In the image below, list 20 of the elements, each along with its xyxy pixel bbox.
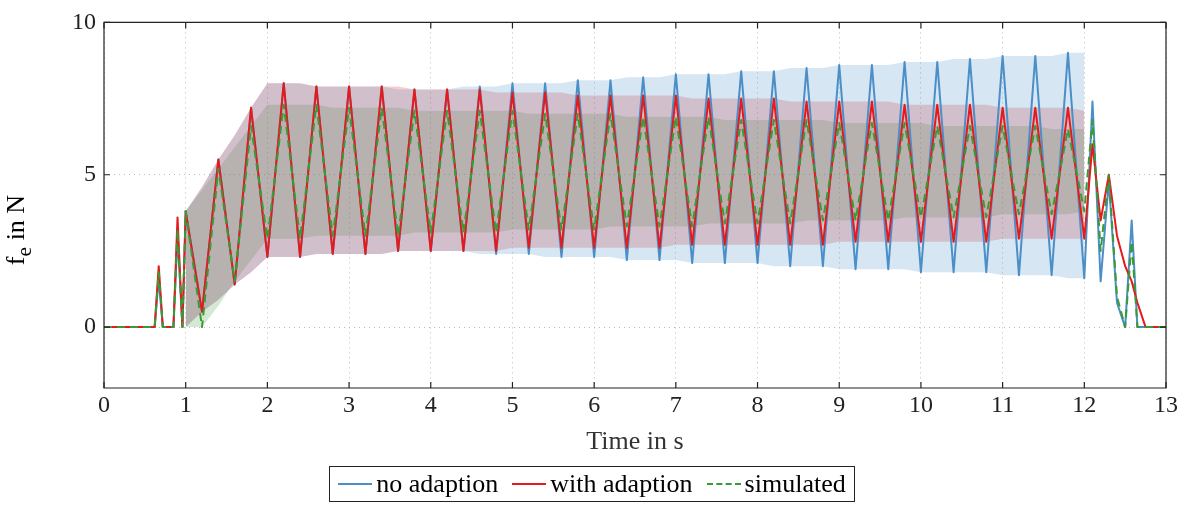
- x-tick-label: 9: [833, 390, 846, 417]
- x-axis-title: Time in s: [586, 426, 684, 456]
- x-tick-label: 1: [179, 390, 192, 417]
- x-tick-label: 4: [424, 390, 437, 417]
- x-tick-label: 8: [751, 390, 764, 417]
- legend-label: with adaption: [550, 469, 693, 499]
- legend-label: no adaption: [376, 469, 499, 499]
- x-tick-label: 13: [1154, 390, 1178, 417]
- x-tick-label: 12: [1072, 390, 1097, 417]
- legend-label: simulated: [744, 469, 846, 499]
- y-tick-label: 0: [84, 312, 96, 339]
- x-tick-label: 5: [506, 390, 519, 417]
- x-tick-label: 3: [343, 390, 356, 417]
- x-tick-label: 7: [669, 390, 682, 417]
- y-tick-label: 5: [84, 160, 96, 187]
- x-tick-label: 2: [261, 390, 274, 417]
- x-tick-label: 10: [908, 390, 933, 417]
- x-tick-label: 11: [991, 390, 1015, 417]
- y-tick-label: 10: [72, 7, 96, 34]
- x-tick-label: 6: [588, 390, 601, 417]
